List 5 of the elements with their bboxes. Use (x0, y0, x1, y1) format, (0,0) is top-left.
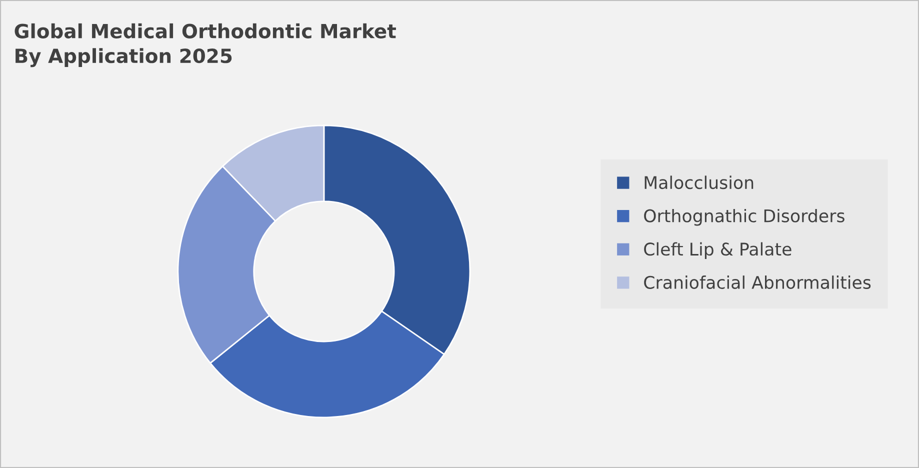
chart-title: Global Medical Orthodontic Market By Application 2025 (14, 23, 396, 68)
legend-label: Cleft Lip & Palate (644, 242, 792, 260)
legend-label: Craniofacial Abnormalities (644, 276, 871, 289)
legend-label: Orthognathic Disorders (644, 208, 844, 226)
legend-label: Malocclusion (644, 176, 754, 190)
